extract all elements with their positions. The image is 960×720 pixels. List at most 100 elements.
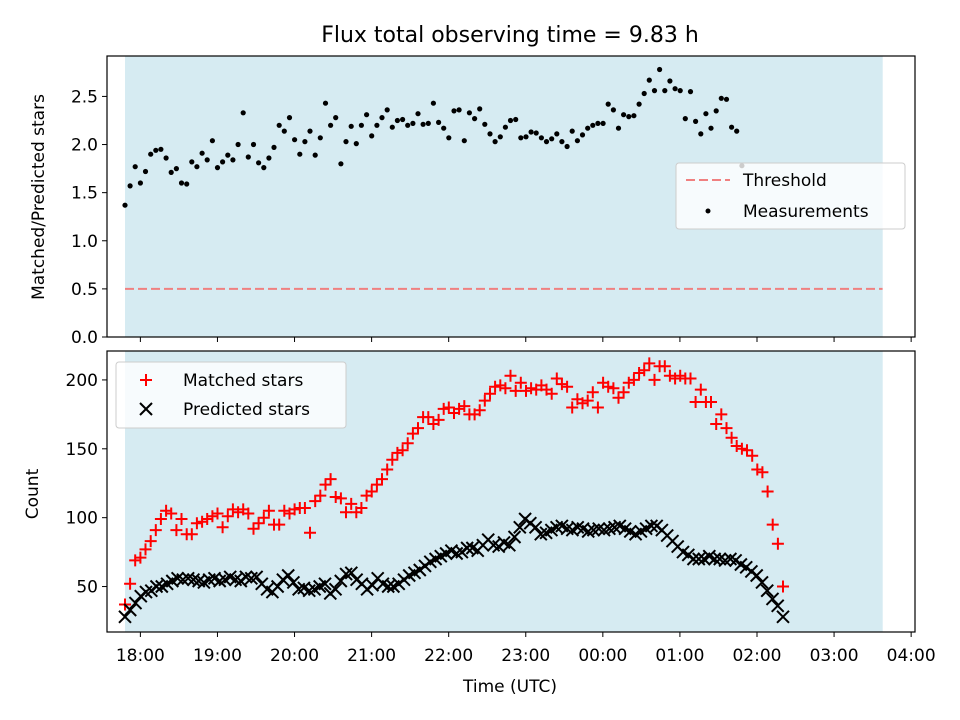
measurement-point (292, 137, 298, 143)
measurement-point (605, 101, 611, 107)
predicted-star-point (760, 583, 774, 598)
predicted-star-point (118, 610, 132, 624)
matched-star-point (170, 524, 183, 537)
measurement-point (482, 121, 488, 127)
matched-star-point (566, 401, 579, 414)
y-tick-label: 200 (66, 371, 98, 391)
matched-star-point (555, 378, 568, 391)
matched-star-point (741, 444, 753, 457)
matched-star-point (226, 503, 239, 516)
matched-star-point (725, 431, 738, 444)
matched-star-point (627, 373, 640, 386)
matched-star-point (607, 382, 620, 395)
measurement-point (379, 115, 385, 121)
measurement-point (214, 165, 221, 171)
predicted-star-point (755, 575, 769, 590)
measurement-point (220, 159, 226, 165)
matched-star-point (391, 446, 404, 459)
measurement-point (173, 166, 179, 172)
x-tick-label: 03:00 (810, 646, 859, 666)
measurement-point (132, 164, 138, 170)
x-tick-label: 01:00 (655, 646, 704, 666)
measurement-point (590, 122, 596, 128)
matched-star-point (771, 537, 784, 550)
matched-star-point (751, 463, 764, 476)
x-tick-label: 18:00 (116, 646, 165, 666)
y-tick-label: 50 (76, 578, 98, 598)
matched-star-point (453, 402, 466, 415)
predicted-star-point (123, 603, 137, 617)
predicted-star-point (149, 579, 164, 594)
measurement-point (507, 117, 514, 124)
matched-star-point (144, 535, 157, 548)
measurement-point (271, 144, 277, 150)
measurement-point (394, 117, 400, 124)
measurement-point (579, 132, 586, 138)
measurement-point (456, 107, 462, 113)
matched-star-point (576, 397, 589, 410)
measurement-point (621, 112, 627, 118)
matched-star-point (340, 506, 352, 519)
matched-star-point (154, 513, 167, 525)
measurement-point (302, 139, 308, 145)
matched-star-point (648, 373, 661, 386)
predicted-star-point (249, 570, 264, 584)
measurement-point (178, 180, 185, 186)
bottom-y-axis-label: Count (23, 468, 43, 519)
predicted-star-point (344, 566, 359, 580)
measurement-point (384, 107, 390, 113)
predicted-star-point (513, 520, 527, 535)
y-tick-label: 1.5 (71, 184, 98, 204)
matched-star-point (298, 502, 311, 514)
measurement-point (446, 135, 452, 141)
measurement-point (441, 125, 447, 131)
x-tick-label: 22:00 (424, 646, 473, 666)
predicted-star-point (528, 520, 543, 535)
matched-star-point (478, 394, 491, 407)
matched-star-point (185, 528, 198, 541)
measurement-point (199, 150, 205, 156)
predicted-stars-points (118, 512, 790, 624)
matched-star-point (674, 369, 687, 382)
matched-star-point (314, 489, 327, 502)
predicted-star-point (644, 519, 659, 533)
measurement-point (574, 138, 581, 144)
matched-star-point (412, 422, 424, 435)
matched-star-point (134, 551, 147, 564)
matched-star-point (242, 507, 255, 520)
measurement-point (127, 183, 133, 189)
y-tick-label: 150 (66, 440, 98, 460)
matched-star-point (756, 466, 769, 479)
matched-star-point (124, 577, 137, 590)
predicted-star-point (328, 582, 343, 597)
predicted-star-point (281, 568, 295, 583)
measurement-point (554, 131, 560, 137)
bottom-axes-frame (106, 350, 916, 633)
matched-star-point (622, 376, 635, 389)
measurement-point (338, 161, 344, 167)
predicted-star-point (686, 552, 701, 566)
matched-legend-marker (140, 374, 152, 386)
measurement-point (472, 116, 478, 122)
matched-star-point (746, 449, 759, 462)
matched-star-point (730, 440, 743, 452)
x-tick-label: 02:00 (732, 646, 781, 666)
predicted-star-point (770, 599, 785, 613)
matched-star-point (525, 382, 538, 395)
predicted-star-point (507, 530, 522, 544)
matched-star-point (550, 372, 563, 385)
top-legend: Threshold Measurements (675, 162, 906, 230)
matched-star-point (129, 554, 142, 567)
matched-star-point (489, 380, 502, 393)
measurement-point (358, 122, 364, 128)
matched-star-point (669, 372, 682, 385)
predicted-star-point (339, 567, 353, 581)
matched-star-point (370, 478, 383, 491)
top-y-axis-label: Matched/Predicted stars (29, 94, 49, 300)
y-tick-label: 2.0 (71, 136, 98, 156)
measurement-point (513, 116, 519, 123)
measurement-point (142, 168, 149, 175)
measurement-point (250, 141, 257, 148)
matched-star-point (175, 513, 188, 525)
predicted-star-point (776, 610, 790, 624)
